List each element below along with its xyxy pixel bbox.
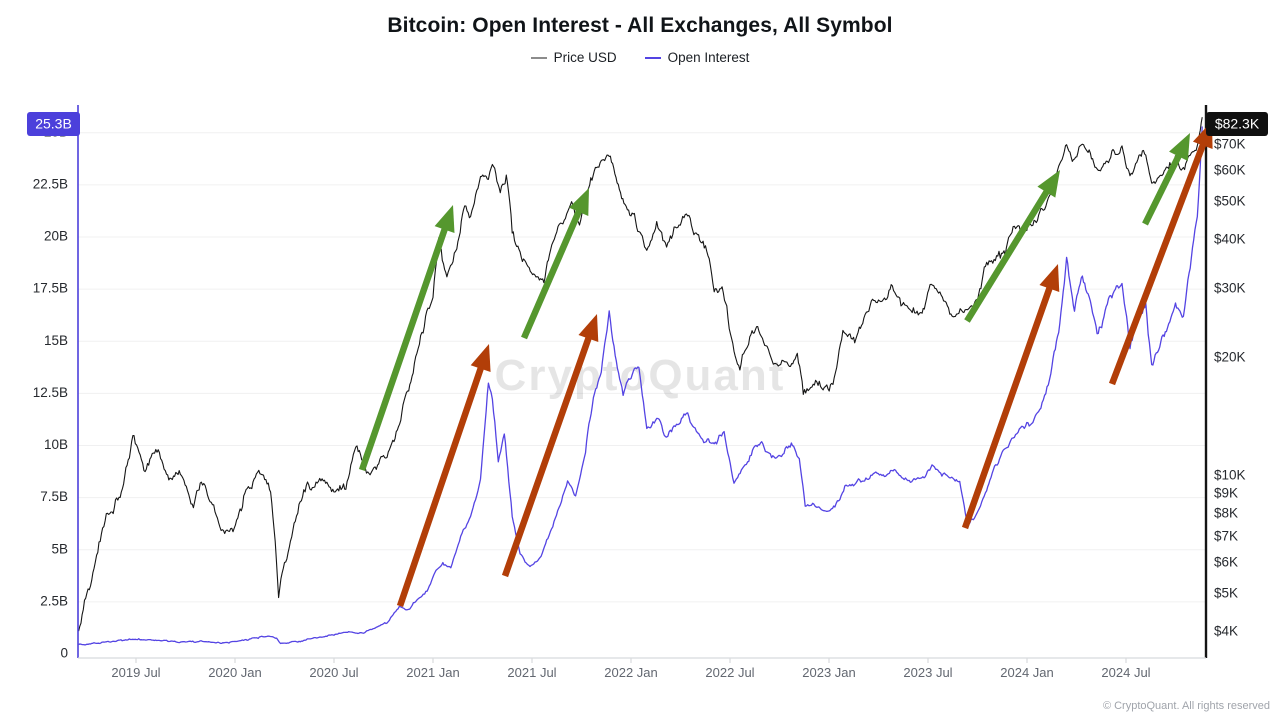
legend-label-open-interest: Open Interest (667, 50, 750, 65)
x-axis-tick-label: 2024 Jan (1000, 665, 1054, 680)
trend-arrow-head-green (1037, 170, 1060, 198)
right-axis-tick-label: $5K (1214, 586, 1238, 601)
right-axis-tick-label: $8K (1214, 506, 1238, 521)
legend-item-open-interest[interactable]: Open Interest (644, 50, 750, 65)
left-axis-tick-label: 12.5B (33, 385, 68, 400)
left-axis-tick-label: 10B (44, 437, 68, 452)
left-axis-tick-label: 5B (51, 541, 68, 556)
trend-arrow-head-green (569, 188, 589, 217)
price-current-value-label: $82.3K (1215, 116, 1260, 132)
x-axis-tick-label: 2024 Jul (1101, 665, 1150, 680)
trend-arrow-red (1108, 140, 1208, 386)
x-axis-tick-label: 2020 Jan (208, 665, 262, 680)
right-axis-tick-label: $9K (1214, 485, 1238, 500)
trend-arrow-head-red (1039, 264, 1060, 293)
right-axis-tick-label: $30K (1214, 281, 1246, 296)
right-axis-tick-label: $70K (1214, 136, 1246, 151)
x-axis-tick-label: 2022 Jul (705, 665, 754, 680)
chart-header: Bitcoin: Open Interest - All Exchanges, … (0, 0, 1280, 65)
x-axis-tick-label: 2021 Jan (406, 665, 460, 680)
legend-label-price: Price USD (553, 50, 617, 65)
oi-current-value-badge (27, 112, 80, 136)
trend-arrow-head-green (1169, 133, 1190, 161)
trend-arrow-red (501, 333, 593, 578)
right-axis-tick-label: $4K (1214, 624, 1238, 639)
right-axis-tick-label: $60K (1214, 163, 1246, 178)
trend-arrow-green (521, 206, 584, 340)
right-axis-tick-label: $50K (1214, 194, 1246, 209)
trend-arrow-red (396, 363, 486, 608)
left-axis-tick-label: 17.5B (33, 281, 68, 296)
right-axis-tick-label: $7K (1214, 528, 1238, 543)
price-current-value-badge (1206, 112, 1268, 136)
price-line-swatch-icon (530, 56, 547, 59)
trend-arrow-green (358, 224, 449, 472)
x-axis-tick-label: 2019 Jul (111, 665, 160, 680)
open-interest-line-swatch-icon (644, 56, 661, 59)
trend-arrow-red (961, 283, 1054, 530)
legend-item-price[interactable]: Price USD (530, 50, 617, 65)
page-title: Bitcoin: Open Interest - All Exchanges, … (387, 14, 893, 37)
right-axis-tick-label: $20K (1214, 350, 1246, 365)
x-axis-tick-label: 2021 Jul (507, 665, 556, 680)
copyright-note: © CryptoQuant. All rights reserved (1102, 700, 1270, 712)
trend-arrow-green (964, 187, 1052, 323)
right-axis-tick-label: $6K (1214, 555, 1238, 570)
left-axis-tick-label: 15B (44, 333, 68, 348)
oi-current-value-label: 25.3B (35, 116, 72, 132)
watermark: CryptoQuant (495, 351, 786, 400)
trend-arrow-head-red (470, 344, 491, 372)
trend-arrow-head-green (434, 205, 455, 234)
right-axis-tick-label: $40K (1214, 232, 1246, 247)
open-interest-line (78, 126, 1203, 646)
left-axis-tick-label: 22.5B (33, 176, 68, 191)
left-axis-tick-label: 20B (44, 229, 68, 244)
left-axis-tick-label: 0 (60, 646, 68, 661)
trend-arrow-green (1142, 151, 1184, 226)
legend: Price USD Open Interest (0, 50, 1280, 65)
x-axis-tick-label: 2023 Jan (802, 665, 856, 680)
x-axis-tick-label: 2023 Jul (903, 665, 952, 680)
x-axis-tick-label: 2020 Jul (309, 665, 358, 680)
x-axis-tick-label: 2022 Jan (604, 665, 658, 680)
left-axis-tick-label: 7.5B (40, 489, 68, 504)
right-axis-tick-label: $10K (1214, 468, 1246, 483)
trend-arrow-head-red (578, 314, 599, 343)
left-axis-tick-label: 2.5B (40, 593, 68, 608)
